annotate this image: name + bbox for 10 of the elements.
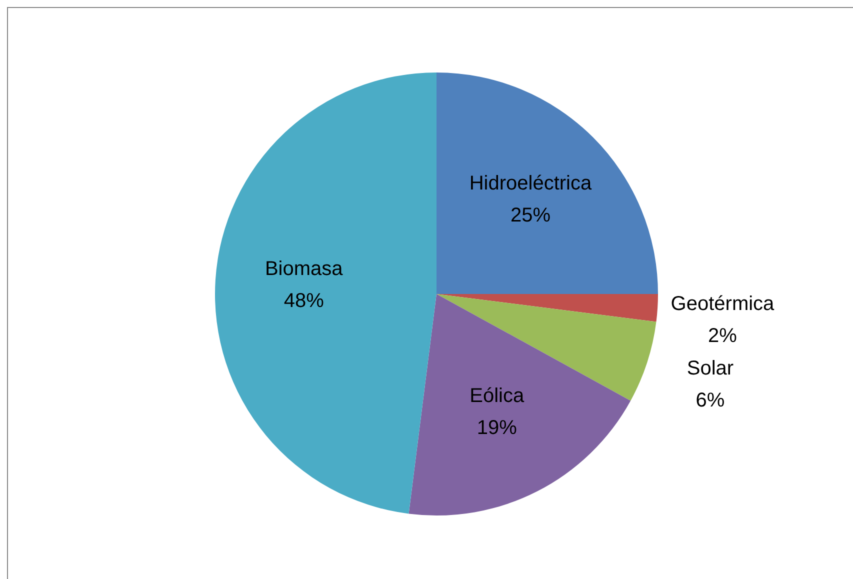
slice-label: Geotérmica [670, 292, 776, 315]
slice-label: Eólica [470, 384, 525, 407]
data-label: 25% [510, 204, 551, 227]
slice-label: Solar [686, 357, 734, 380]
data-label: 19% [476, 416, 518, 439]
data-label: 6% [696, 389, 725, 412]
slice-label: Biomasa [264, 258, 344, 280]
data-label: 48% [284, 290, 324, 312]
slice-label: Hidroeléctrica [469, 172, 592, 195]
data-label: 2% [708, 324, 738, 347]
